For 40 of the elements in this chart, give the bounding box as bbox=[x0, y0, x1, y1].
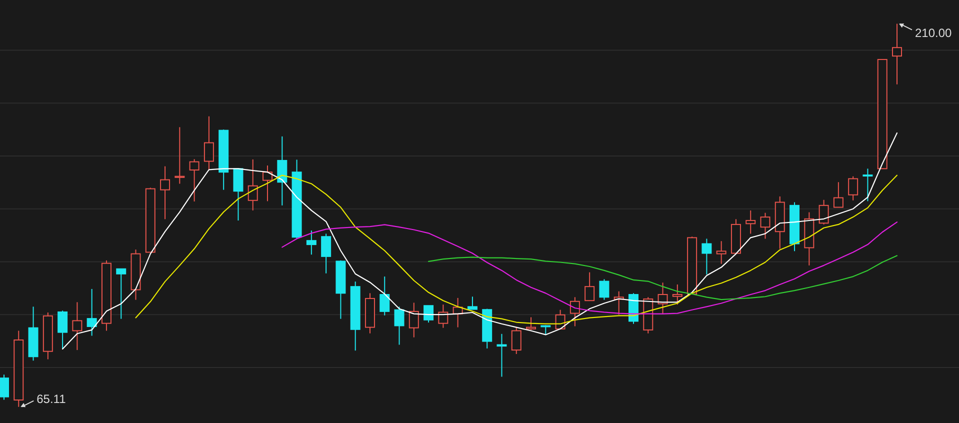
candlestick bbox=[570, 296, 580, 327]
candlestick bbox=[262, 165, 273, 202]
annotation: 65.11 bbox=[36, 392, 66, 406]
candlestick bbox=[438, 304, 448, 328]
candlestick bbox=[306, 230, 316, 256]
candlestick bbox=[233, 168, 244, 221]
candlestick bbox=[496, 333, 507, 378]
candlestick bbox=[716, 240, 726, 264]
candlestick bbox=[511, 326, 522, 354]
candlestick bbox=[160, 166, 170, 220]
candlestick bbox=[58, 310, 68, 350]
candlestick bbox=[321, 233, 332, 274]
candlestick bbox=[467, 296, 478, 310]
candlestick bbox=[702, 238, 712, 275]
candlestick bbox=[818, 199, 829, 225]
candlestick bbox=[116, 268, 126, 320]
candlestick bbox=[204, 116, 214, 170]
candlestick bbox=[540, 324, 551, 336]
candlestick bbox=[380, 276, 390, 316]
candlestick bbox=[658, 282, 668, 314]
text: 210.00 bbox=[915, 26, 952, 40]
candlestick bbox=[408, 302, 419, 338]
candlestick bbox=[174, 126, 185, 184]
candlestick bbox=[277, 136, 288, 206]
candlestick bbox=[72, 302, 82, 351]
candlestick bbox=[86, 288, 97, 336]
candlestick bbox=[584, 272, 595, 302]
candlestick bbox=[526, 316, 536, 330]
candlestick bbox=[833, 182, 844, 208]
candlestick bbox=[599, 278, 610, 300]
candlestick bbox=[848, 176, 858, 201]
candlestick bbox=[0, 374, 9, 400]
candlestick bbox=[424, 305, 434, 324]
candlestick bbox=[746, 210, 756, 234]
candlestick bbox=[760, 212, 770, 240]
candlestick bbox=[248, 158, 258, 211]
candlestick bbox=[189, 158, 200, 202]
candlestick bbox=[672, 284, 682, 306]
candlestick bbox=[394, 306, 404, 346]
candlestick bbox=[862, 168, 873, 202]
